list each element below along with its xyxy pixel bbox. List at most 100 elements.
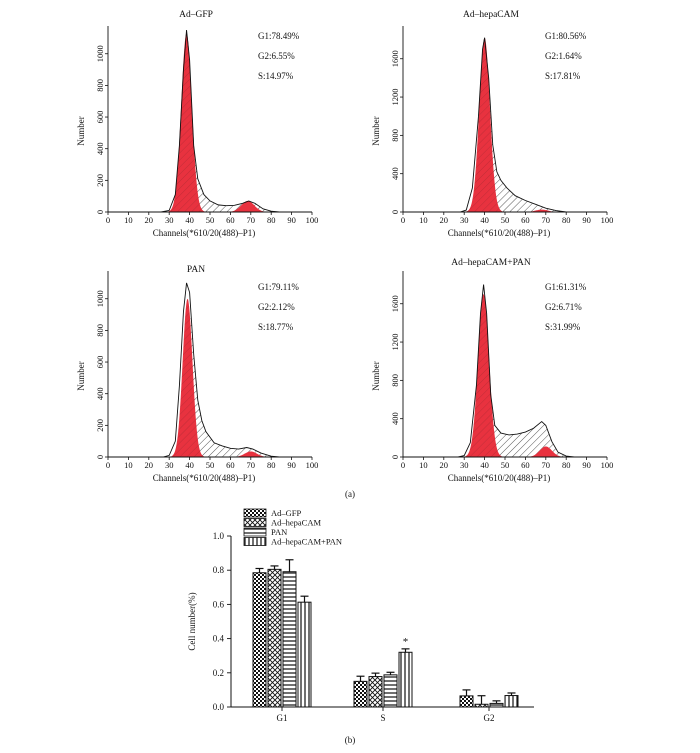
bar <box>504 695 519 708</box>
x-tick-label: 10 <box>419 460 428 470</box>
y-tick-label: 800 <box>390 374 400 387</box>
g1-peak-hatch <box>463 37 506 213</box>
y-tick-label: 0 <box>95 210 105 214</box>
s-phase-area <box>487 67 561 212</box>
y-tick-label: 400 <box>390 167 400 180</box>
s-phase-area <box>189 60 268 212</box>
x-tick-label: 90 <box>582 460 591 470</box>
bar <box>353 680 368 708</box>
y-tick-label: 0 <box>390 210 400 214</box>
x-tick-label: 0 <box>106 460 110 470</box>
x-tick-label: 60 <box>226 460 235 470</box>
s-phase-area <box>190 307 270 457</box>
x-tick-label: 70 <box>247 215 256 225</box>
histogram-panels: 0 10 20 30 40 50 60 70 80 90 10002004006008001000A… <box>76 10 613 483</box>
y-axis-label: Number <box>76 116 86 146</box>
x-tick-label: 70 <box>542 460 551 470</box>
legend-label: Ad–GFP <box>271 508 302 518</box>
phase-percentage: S:14.97% <box>258 71 294 81</box>
x-tick-label: 0 <box>106 215 110 225</box>
bar-category-label: G2 <box>484 713 495 723</box>
legend-label: Ad–hepaCAM+PAN <box>271 537 342 547</box>
x-axis-label: Channels(*610/20(488)–P1) <box>153 473 256 483</box>
x-tick-label: 30 <box>460 215 469 225</box>
g2-peak <box>521 446 571 457</box>
bar <box>368 676 383 708</box>
phase-percentage: G1:61.31% <box>545 282 587 292</box>
phase-percentage: S:31.99% <box>545 322 581 332</box>
figure-label-b: (b) <box>345 735 356 745</box>
bar-category-label: G1 <box>277 713 288 723</box>
x-tick-label: 40 <box>185 460 194 470</box>
legend-swatch <box>243 527 267 537</box>
phase-percentage: G1:79.11% <box>258 282 299 292</box>
panel-title: PAN <box>187 265 205 275</box>
g2-peak <box>221 200 274 212</box>
bar <box>398 651 413 708</box>
x-tick-label: 40 <box>185 215 194 225</box>
x-tick-label: 50 <box>206 215 215 225</box>
y-tick-label: 1200 <box>390 89 400 106</box>
bar-y-tick-label: 0.0 <box>213 702 225 712</box>
phase-percentage: G2:1.64% <box>545 51 582 61</box>
legend-swatch <box>243 518 267 527</box>
x-axis-label: Channels(*610/20(488)–P1) <box>448 228 551 238</box>
panel-title: Ad–GFP <box>179 10 213 20</box>
y-tick-label: 0 <box>390 455 400 459</box>
legend-label: PAN <box>271 527 287 537</box>
y-tick-label: 800 <box>390 129 400 142</box>
x-tick-label: 100 <box>601 215 614 225</box>
x-tick-label: 90 <box>287 460 296 470</box>
x-tick-label: 70 <box>247 460 256 470</box>
bar-y-tick-label: 0.8 <box>213 565 225 575</box>
x-axis-label: Channels(*610/20(488)–P1) <box>153 228 256 238</box>
phase-percentage: G1:78.49% <box>258 31 300 41</box>
y-tick-label: 800 <box>95 79 105 92</box>
x-tick-label: 100 <box>306 460 319 470</box>
bar <box>459 695 474 708</box>
panel-title: Ad–hepaCAM <box>463 10 519 20</box>
figure-label-a: (a) <box>345 489 355 499</box>
y-tick-label: 800 <box>95 324 105 337</box>
y-tick-label: 1000 <box>95 45 105 62</box>
histogram-line <box>459 37 567 213</box>
x-tick-label: 80 <box>562 215 571 225</box>
x-tick-label: 40 <box>480 460 489 470</box>
x-tick-label: 60 <box>226 215 235 225</box>
y-axis-label: Number <box>76 361 86 391</box>
phase-percentage: S:18.77% <box>258 322 294 332</box>
x-tick-label: 100 <box>306 215 319 225</box>
bar <box>267 568 282 708</box>
x-tick-label: 90 <box>582 215 591 225</box>
g1-peak-hatch <box>165 33 208 213</box>
y-tick-label: 1000 <box>95 290 105 307</box>
x-tick-label: 50 <box>501 215 510 225</box>
g2-peak <box>517 209 567 212</box>
bar <box>297 601 312 708</box>
y-tick-label: 400 <box>95 387 105 400</box>
histogram-panel: 0 10 20 30 40 50 60 70 80 90 10002004006008001000A… <box>76 10 318 238</box>
panel-title: Ad–hepaCAM+PAN <box>451 258 531 268</box>
phase-percentage: G2:6.55% <box>258 51 295 61</box>
y-tick-label: 400 <box>390 412 400 425</box>
g2-peak <box>226 451 276 457</box>
bar-y-tick-label: 0.2 <box>213 668 224 678</box>
x-tick-label: 80 <box>267 215 276 225</box>
x-tick-label: 20 <box>145 215 154 225</box>
histogram-panel: 0 10 20 30 40 50 60 70 80 90 100 0 400 800 1200 1600 Ad–… <box>371 10 613 238</box>
bar-y-tick-label: 0.4 <box>213 634 225 644</box>
s-phase-area <box>486 313 565 457</box>
x-tick-label: 30 <box>165 460 174 470</box>
x-tick-label: 30 <box>460 460 469 470</box>
x-tick-label: 30 <box>165 215 174 225</box>
x-tick-label: 70 <box>542 215 551 225</box>
bar-category-label: S <box>380 713 385 723</box>
x-tick-label: 60 <box>521 215 530 225</box>
y-tick-label: 600 <box>95 356 105 369</box>
x-tick-label: 90 <box>287 215 296 225</box>
y-tick-label: 1600 <box>390 295 400 312</box>
x-tick-label: 60 <box>521 460 530 470</box>
phase-percentage: G2:2.12% <box>258 302 295 312</box>
g1-peak-hatch <box>461 294 506 457</box>
